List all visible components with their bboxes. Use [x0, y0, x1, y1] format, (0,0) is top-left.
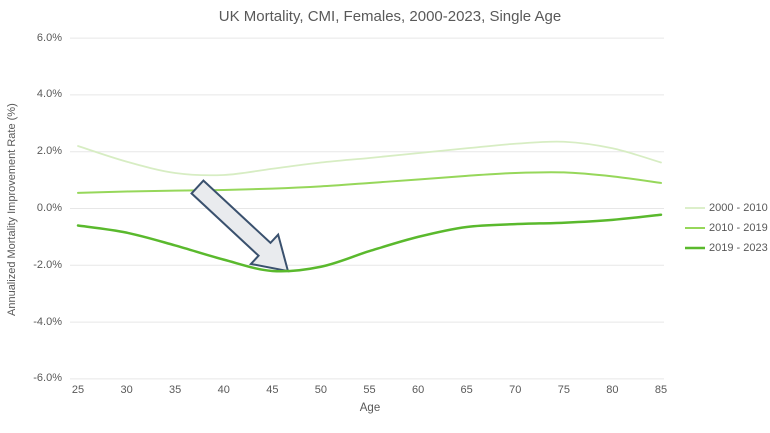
x-tick-label: 80	[606, 384, 619, 396]
chart-title: UK Mortality, CMI, Females, 2000-2023, S…	[218, 8, 562, 25]
legend-swatch-icon	[685, 227, 705, 229]
x-tick-label: 55	[363, 384, 376, 396]
series-line-2010-2019	[77, 171, 662, 194]
x-tick-label: 35	[169, 384, 182, 396]
x-tick-label: 85	[654, 384, 668, 396]
legend-label: 2010 - 2019	[709, 222, 768, 234]
series-line-2000-2010	[77, 140, 662, 177]
legend-label: 2000 - 2010	[709, 202, 768, 214]
legend-item-2019-2023: 2019 - 2023	[685, 240, 768, 256]
series-line-2019-2023	[76, 213, 663, 273]
y-tick-label: 6.0%	[36, 31, 62, 44]
x-tick-label: 40	[217, 384, 230, 396]
x-tick-label: 50	[314, 384, 328, 396]
legend-item-2000-2010: 2000 - 2010	[685, 200, 768, 216]
x-tick-label: 75	[557, 384, 570, 396]
x-tick-label: 25	[71, 384, 85, 396]
y-tick-label: 4.0%	[36, 88, 62, 101]
x-tick-label: 70	[509, 384, 522, 396]
x-tick-label: 60	[411, 384, 425, 396]
legend-swatch-icon	[685, 207, 705, 209]
legend-label: 2019 - 2023	[709, 242, 768, 254]
y-tick-label: 0.0%	[36, 202, 62, 214]
y-tick-label: -6.0%	[33, 372, 62, 385]
y-tick-label: -4.0%	[33, 315, 62, 328]
y-tick-label: -2.0%	[33, 258, 62, 271]
x-tick-label: 30	[120, 384, 133, 396]
y-tick-label: 2.0%	[36, 145, 62, 158]
x-axis-title: Age	[359, 402, 381, 414]
x-tick-label: 65	[460, 384, 473, 396]
legend-swatch-icon	[685, 246, 705, 250]
annotation-arrow-icon	[190, 179, 290, 273]
legend-item-2010-2019: 2010 - 2019	[685, 220, 768, 236]
x-tick-label: 45	[266, 384, 279, 396]
